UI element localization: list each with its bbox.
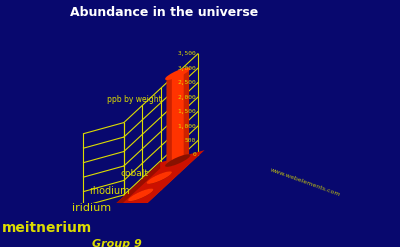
Text: 0: 0 xyxy=(192,152,196,158)
Polygon shape xyxy=(153,172,165,183)
Polygon shape xyxy=(166,71,189,164)
Polygon shape xyxy=(165,67,190,80)
Text: 3,500: 3,500 xyxy=(178,51,196,56)
Polygon shape xyxy=(90,150,205,228)
Text: Group 9: Group 9 xyxy=(92,239,142,247)
Polygon shape xyxy=(116,206,128,218)
Polygon shape xyxy=(172,68,184,166)
Text: Abundance in the universe: Abundance in the universe xyxy=(70,6,258,19)
Text: rhodium: rhodium xyxy=(89,186,130,196)
Text: 1,500: 1,500 xyxy=(178,109,196,114)
Text: 2,500: 2,500 xyxy=(178,80,196,85)
Text: www.webelements.com: www.webelements.com xyxy=(270,167,342,197)
Polygon shape xyxy=(165,154,190,167)
Text: ppb by weight: ppb by weight xyxy=(107,95,161,104)
Polygon shape xyxy=(110,206,135,219)
Polygon shape xyxy=(90,162,160,234)
Text: cobalt: cobalt xyxy=(120,169,148,178)
Text: 2,000: 2,000 xyxy=(178,95,196,100)
Polygon shape xyxy=(110,206,135,218)
Text: 1,000: 1,000 xyxy=(178,124,196,128)
Text: iridium: iridium xyxy=(72,204,111,213)
Text: 500: 500 xyxy=(185,138,196,143)
Polygon shape xyxy=(90,216,134,234)
Text: 3,000: 3,000 xyxy=(178,66,196,71)
Polygon shape xyxy=(111,209,134,215)
Polygon shape xyxy=(130,192,152,198)
Polygon shape xyxy=(146,171,172,184)
Polygon shape xyxy=(128,188,153,201)
Text: meitnerium: meitnerium xyxy=(2,221,92,235)
Polygon shape xyxy=(148,174,170,181)
Polygon shape xyxy=(128,189,153,201)
Polygon shape xyxy=(135,189,147,201)
Polygon shape xyxy=(146,171,172,184)
